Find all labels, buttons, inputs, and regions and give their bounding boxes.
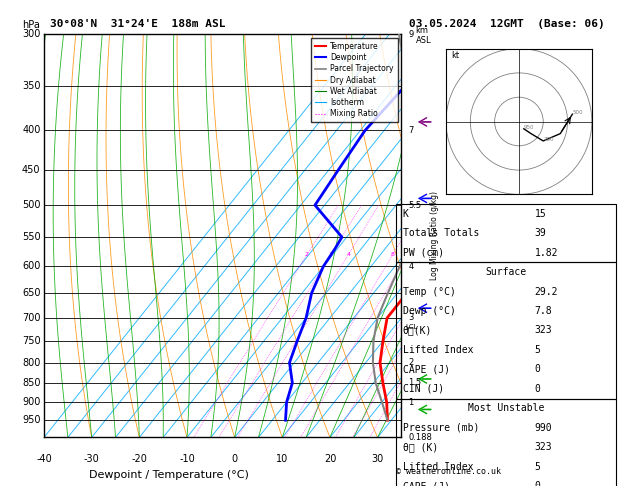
Text: 9: 9 [409, 30, 414, 38]
Text: 450: 450 [22, 165, 40, 175]
Text: 15: 15 [535, 209, 547, 219]
Text: 323: 323 [535, 326, 552, 335]
Text: Totals Totals: Totals Totals [403, 228, 479, 238]
Text: 5: 5 [535, 345, 540, 355]
Text: 3: 3 [409, 313, 414, 322]
Text: 4: 4 [409, 262, 414, 271]
Text: 30°08'N  31°24'E  188m ASL: 30°08'N 31°24'E 188m ASL [50, 19, 226, 30]
Text: 03.05.2024  12GMT  (Base: 06): 03.05.2024 12GMT (Base: 06) [409, 19, 604, 30]
Text: © weatheronline.co.uk: © weatheronline.co.uk [396, 467, 501, 476]
Text: 950: 950 [22, 415, 40, 425]
Text: LCL: LCL [405, 324, 418, 330]
Text: 3: 3 [329, 252, 333, 258]
X-axis label: Dewpoint / Temperature (°C): Dewpoint / Temperature (°C) [89, 469, 249, 480]
Text: 850: 850 [22, 378, 40, 388]
Text: 550: 550 [22, 232, 40, 242]
Text: 4: 4 [346, 252, 350, 258]
Text: Surface: Surface [486, 267, 527, 277]
Text: -20: -20 [131, 453, 147, 464]
Text: Log Mixing Ratio (g/kg): Log Mixing Ratio (g/kg) [430, 191, 439, 280]
Text: hPa: hPa [23, 20, 40, 30]
Text: 20: 20 [324, 453, 336, 464]
Text: θᴇ(K): θᴇ(K) [403, 326, 432, 335]
Text: Pressure (mb): Pressure (mb) [403, 423, 479, 433]
Text: Temp (°C): Temp (°C) [403, 287, 455, 296]
Text: 700: 700 [22, 313, 40, 323]
Text: 8: 8 [391, 252, 394, 258]
Text: 29.2: 29.2 [535, 287, 558, 296]
Text: 990: 990 [535, 423, 552, 433]
Text: 1.82: 1.82 [535, 248, 558, 258]
Text: Lifted Index: Lifted Index [403, 462, 473, 471]
Text: 0.188: 0.188 [409, 433, 433, 442]
Text: 7.8: 7.8 [535, 306, 552, 316]
Text: 900: 900 [22, 397, 40, 407]
Text: 400: 400 [22, 125, 40, 136]
Text: 350: 350 [22, 81, 40, 91]
Text: 0: 0 [535, 364, 540, 374]
Text: CAPE (J): CAPE (J) [403, 481, 450, 486]
Text: -30: -30 [84, 453, 99, 464]
Text: 5.5: 5.5 [409, 201, 421, 209]
Text: 500: 500 [22, 200, 40, 210]
Text: 0: 0 [535, 384, 540, 394]
Text: Dewp (°C): Dewp (°C) [403, 306, 455, 316]
Text: -10: -10 [179, 453, 195, 464]
Text: 650: 650 [22, 288, 40, 298]
Text: Lifted Index: Lifted Index [403, 345, 473, 355]
Text: 950: 950 [524, 125, 534, 130]
Text: 5: 5 [535, 462, 540, 471]
Text: 800: 800 [22, 358, 40, 367]
Text: 500: 500 [572, 110, 583, 115]
Text: CAPE (J): CAPE (J) [403, 364, 450, 374]
Text: 750: 750 [22, 336, 40, 346]
Text: 2: 2 [409, 358, 414, 367]
Text: kt: kt [451, 52, 459, 60]
Text: PW (cm): PW (cm) [403, 248, 443, 258]
Text: Most Unstable: Most Unstable [468, 403, 545, 413]
Text: 300: 300 [22, 29, 40, 39]
Legend: Temperature, Dewpoint, Parcel Trajectory, Dry Adiabat, Wet Adiabat, Isotherm, Mi: Temperature, Dewpoint, Parcel Trajectory… [311, 38, 398, 122]
Text: θᴇ (K): θᴇ (K) [403, 442, 438, 452]
Text: 7: 7 [409, 126, 414, 135]
Text: K: K [403, 209, 408, 219]
Text: 30: 30 [372, 453, 384, 464]
Text: 0: 0 [231, 453, 238, 464]
Text: 700: 700 [543, 137, 554, 142]
Text: 1: 1 [409, 398, 414, 407]
Text: 600: 600 [22, 261, 40, 271]
Text: -40: -40 [36, 453, 52, 464]
Text: km
ASL: km ASL [416, 26, 431, 45]
Text: 10: 10 [276, 453, 289, 464]
Text: 323: 323 [535, 442, 552, 452]
Text: CIN (J): CIN (J) [403, 384, 443, 394]
Text: 0: 0 [535, 481, 540, 486]
Text: 39: 39 [535, 228, 547, 238]
Text: 1.5: 1.5 [409, 379, 421, 387]
Text: 2: 2 [305, 252, 309, 258]
